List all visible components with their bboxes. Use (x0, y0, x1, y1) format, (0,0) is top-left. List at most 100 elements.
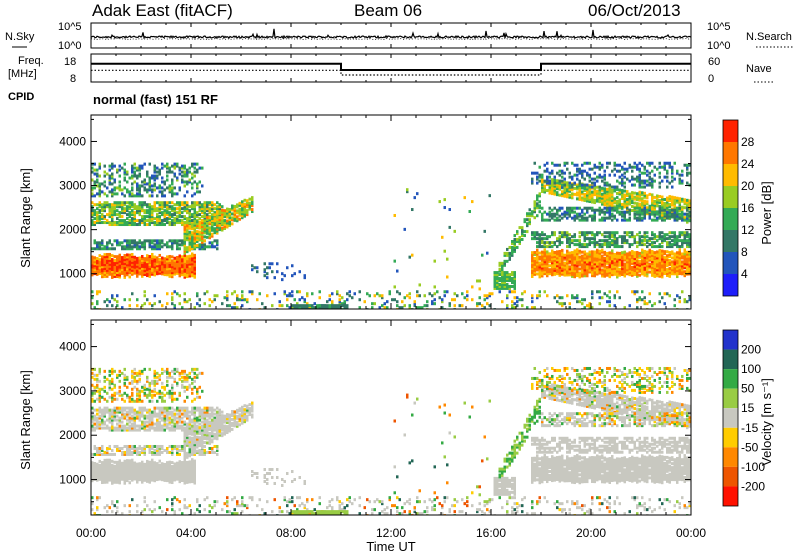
data-cell (176, 243, 179, 247)
data-cell (143, 302, 146, 306)
data-cell (128, 469, 131, 473)
data-cell (173, 476, 176, 480)
data-cell (571, 268, 574, 272)
data-cell (518, 241, 521, 245)
data-cell (553, 184, 556, 188)
data-cell (113, 268, 116, 272)
data-cell (496, 286, 499, 290)
data-cell (228, 213, 231, 217)
data-cell (618, 296, 621, 300)
data-cell (103, 205, 106, 209)
data-cell (126, 459, 129, 463)
data-cell (148, 184, 151, 188)
data-cell (148, 480, 151, 484)
data-cell (146, 190, 149, 194)
data-cell (138, 213, 141, 217)
data-cell (603, 256, 606, 260)
data-cell (226, 209, 229, 213)
data-cell (148, 476, 151, 480)
data-cell (688, 252, 691, 256)
data-cell (661, 235, 664, 239)
data-cell (633, 214, 636, 218)
data-cell (598, 255, 601, 259)
data-cell (688, 233, 691, 237)
data-cell (191, 274, 194, 278)
data-cell (138, 478, 141, 482)
data-cell (198, 205, 201, 209)
data-cell (658, 270, 661, 274)
data-cell (618, 255, 621, 259)
data-cell (511, 300, 514, 304)
data-cell (151, 268, 154, 272)
data-cell (583, 216, 586, 220)
data-cell (161, 223, 164, 227)
data-cell (108, 470, 111, 474)
data-cell (233, 208, 236, 212)
data-cell (143, 267, 146, 271)
data-cell (93, 465, 96, 469)
data-cell (656, 235, 659, 239)
data-cell (573, 253, 576, 257)
data-cell (603, 241, 606, 245)
data-cell (96, 258, 99, 262)
data-cell (543, 262, 546, 266)
data-cell (676, 237, 679, 241)
data-cell (596, 243, 599, 247)
data-cell (163, 213, 166, 217)
data-cell (678, 209, 681, 213)
data-cell (126, 267, 129, 271)
data-cell (583, 268, 586, 272)
data-cell (313, 302, 316, 306)
data-cell (418, 306, 421, 309)
data-cell (653, 179, 656, 183)
data-cell (568, 210, 571, 214)
data-cell (673, 212, 676, 216)
data-cell (366, 292, 369, 296)
data-cell (601, 268, 604, 272)
data-cell (676, 257, 679, 261)
data-cell (233, 290, 236, 294)
data-cell (226, 211, 229, 215)
data-cell (526, 218, 529, 222)
data-cell (156, 245, 159, 249)
data-cell (103, 462, 106, 466)
data-cell (158, 477, 161, 481)
data-cell (593, 163, 596, 167)
data-cell (541, 250, 544, 254)
data-cell (538, 267, 541, 271)
data-cell (621, 251, 624, 255)
data-cell (143, 478, 146, 482)
data-cell (596, 175, 599, 179)
data-cell (601, 188, 604, 192)
data-cell (96, 472, 99, 476)
data-cell (193, 192, 196, 196)
data-cell (653, 199, 656, 203)
data-cell (198, 224, 201, 228)
data-cell (541, 175, 544, 179)
data-cell (243, 208, 246, 212)
data-cell (108, 300, 111, 304)
data-cell (681, 243, 684, 247)
data-cell (628, 235, 631, 239)
data-cell (121, 465, 124, 469)
data-cell (158, 261, 161, 265)
data-cell (101, 243, 104, 247)
data-cell (671, 256, 674, 260)
data-cell (568, 257, 571, 261)
data-cell (653, 255, 656, 259)
data-cell (426, 300, 429, 304)
data-cell (101, 255, 104, 259)
data-cell (138, 270, 141, 274)
data-cell (661, 269, 664, 273)
data-cell (168, 207, 171, 211)
data-cell (641, 185, 644, 189)
data-cell (173, 260, 176, 264)
data-cell (176, 215, 179, 219)
data-cell (106, 254, 109, 258)
data-cell (148, 268, 151, 272)
data-cell (163, 273, 166, 277)
data-cell (686, 256, 689, 260)
data-cell (123, 479, 126, 483)
data-cell (123, 172, 126, 176)
data-cell (206, 217, 209, 221)
